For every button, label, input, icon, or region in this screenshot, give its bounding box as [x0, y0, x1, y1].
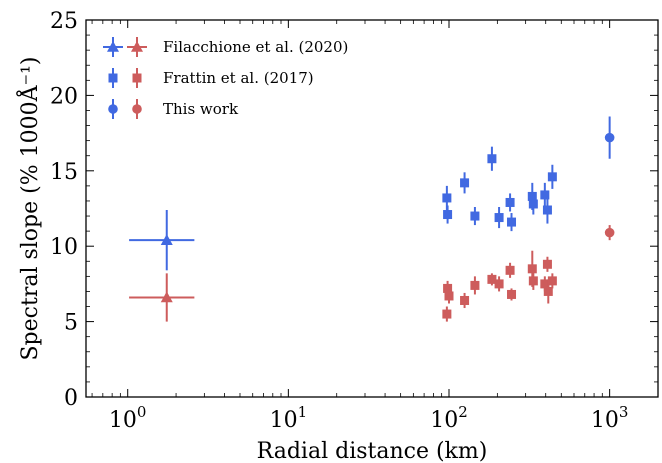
square-point: [540, 182, 550, 207]
y-tick-label: 20: [50, 84, 78, 109]
square-point: [542, 256, 552, 272]
square-point: [547, 273, 557, 289]
square-marker: [542, 205, 552, 215]
square-marker: [543, 286, 553, 296]
square-point: [487, 273, 497, 286]
data-marks: [129, 116, 615, 322]
legend-entry: Filacchione et al. (2020): [103, 37, 348, 57]
plot-frame: [85, 19, 659, 398]
square-marker: [494, 213, 504, 223]
legend-circle-marker: [132, 104, 142, 114]
triangle-point: [129, 273, 195, 322]
square-marker: [442, 309, 452, 319]
circle-point: [604, 116, 615, 159]
circle-point: [604, 225, 615, 241]
square-marker: [460, 295, 470, 305]
square-marker: [527, 264, 537, 274]
legend-square-marker: [132, 73, 142, 83]
legend-triangle-marker: [131, 41, 143, 52]
square-point: [442, 306, 452, 322]
legend-circle-marker: [108, 104, 118, 114]
square-point: [470, 276, 480, 295]
legend-label: Filacchione et al. (2020): [163, 38, 348, 56]
x-tick-label: 100: [109, 403, 147, 433]
square-point: [460, 172, 470, 194]
square-marker: [547, 172, 557, 182]
square-marker: [443, 210, 453, 220]
legend-triangle-marker: [107, 41, 119, 52]
square-point: [507, 288, 517, 301]
y-tick-label: 0: [64, 386, 78, 411]
square-marker: [470, 211, 480, 221]
circle-marker: [604, 227, 615, 238]
square-point: [494, 276, 504, 292]
square-point: [487, 146, 497, 171]
square-marker: [470, 280, 480, 290]
square-marker: [507, 217, 517, 227]
square-point: [542, 196, 552, 224]
legend-label: This work: [163, 100, 239, 118]
square-point: [547, 164, 557, 189]
square-marker: [444, 291, 454, 301]
square-point: [507, 213, 517, 232]
square-marker: [507, 289, 517, 299]
legend: Filacchione et al. (2020) Frattin et al. …: [103, 37, 348, 119]
square-marker: [528, 199, 538, 209]
square-point: [443, 205, 453, 224]
square-marker: [487, 274, 497, 284]
square-point: [528, 193, 538, 215]
square-point: [460, 292, 470, 309]
x-axis-label: Radial distance (km): [257, 439, 488, 463]
triangle-point: [129, 210, 195, 271]
square-marker: [527, 191, 537, 201]
x-tick-label: 103: [591, 403, 629, 433]
legend-label: Frattin et al. (2017): [163, 69, 314, 87]
x-tick-label: 102: [430, 403, 468, 433]
square-marker: [487, 154, 497, 164]
square-point: [528, 271, 538, 290]
y-tick-label: 10: [50, 235, 78, 260]
square-marker: [460, 178, 470, 188]
square-marker: [442, 193, 452, 203]
square-marker: [540, 190, 550, 200]
square-marker: [443, 283, 453, 293]
legend-entry: Frattin et al. (2017): [108, 68, 314, 88]
square-point: [470, 206, 480, 226]
y-axis-label: Spectral slope (% 1000Å⁻¹): [15, 56, 43, 360]
y-tick-label: 15: [50, 160, 78, 185]
square-point: [505, 262, 515, 278]
triangle-marker: [160, 291, 173, 303]
square-marker: [540, 279, 550, 289]
legend-entry: This work: [108, 99, 239, 119]
square-marker: [505, 197, 515, 207]
circle-marker: [604, 132, 615, 143]
plot-area: [85, 19, 659, 398]
x-tick-label: 101: [270, 403, 308, 433]
square-marker: [528, 276, 538, 286]
y-tick-label: 25: [50, 9, 78, 34]
square-marker: [505, 265, 515, 275]
square-marker: [494, 279, 504, 289]
legend-square-marker: [108, 73, 118, 83]
axis-ticks: 0 5 10 15 20 25 100 101 102 103: [50, 9, 659, 433]
y-tick-label: 5: [64, 311, 78, 336]
square-point: [444, 288, 454, 304]
square-marker: [542, 259, 552, 269]
triangle-marker: [160, 234, 173, 245]
square-marker: [547, 276, 557, 286]
square-point: [494, 206, 504, 229]
square-point: [505, 193, 515, 212]
